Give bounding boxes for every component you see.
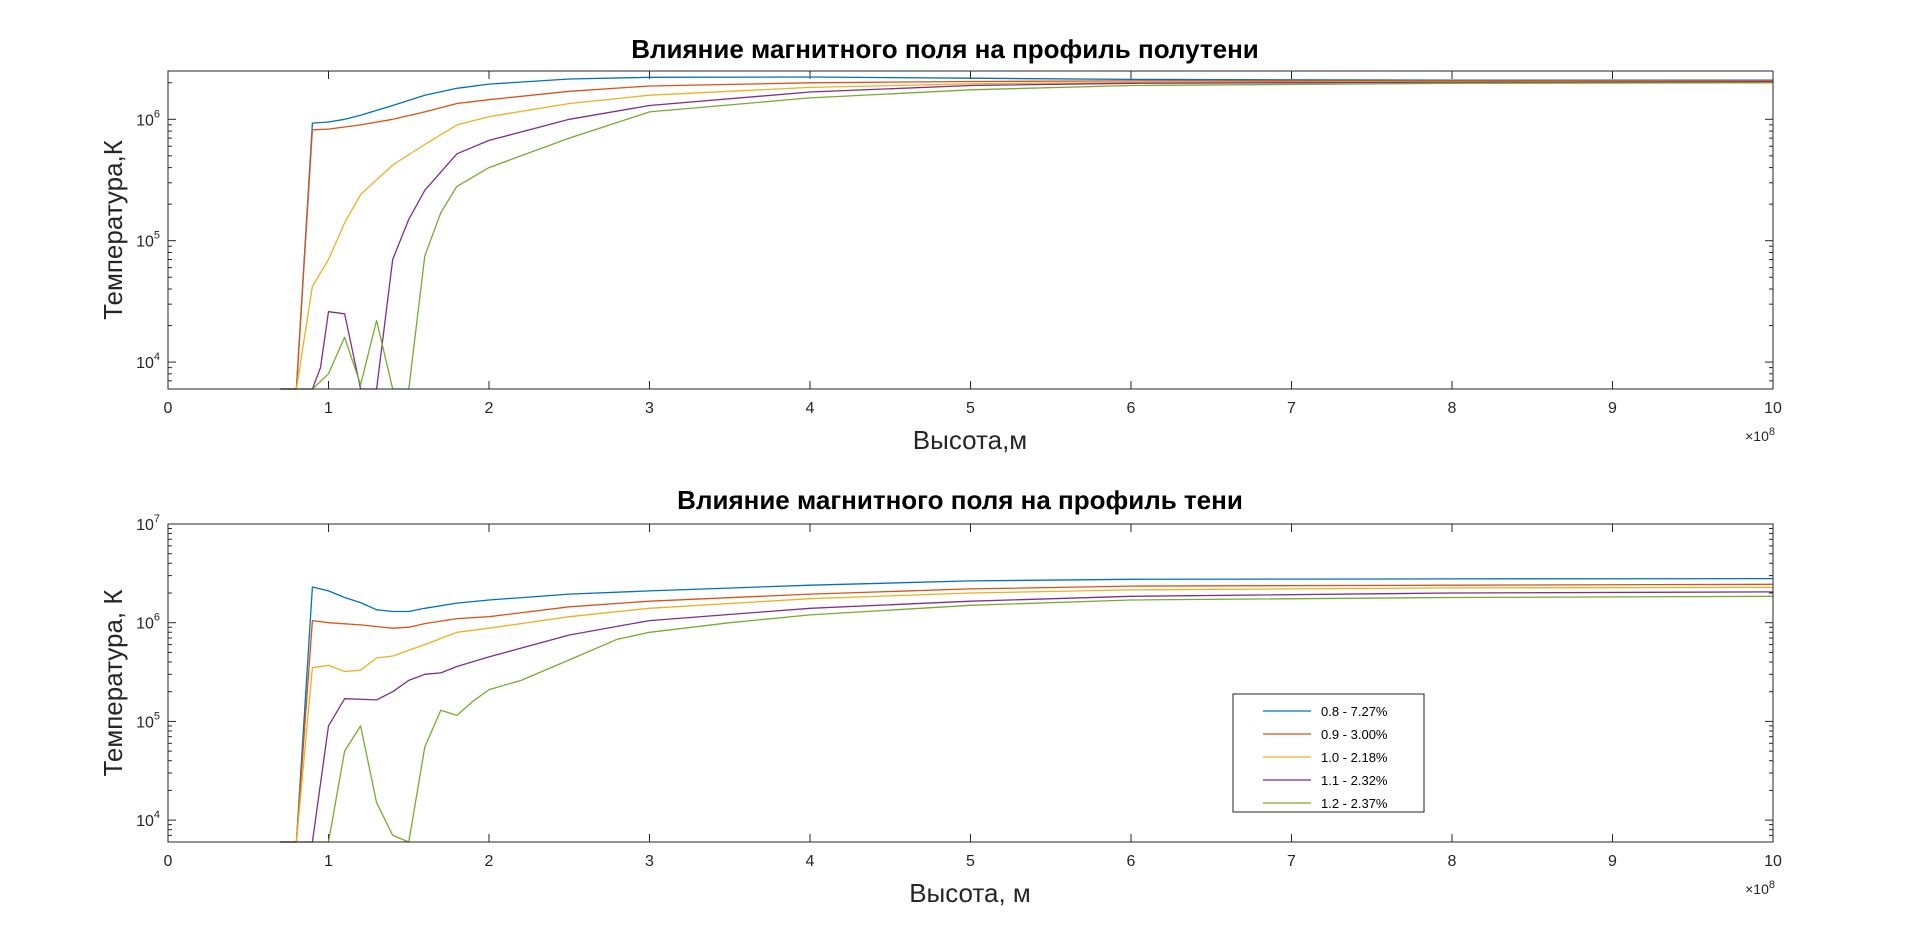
x-tick-label: 2: [485, 400, 494, 417]
x-axis-label: Высота,м: [913, 425, 1027, 455]
x-tick-label: 7: [1287, 400, 1296, 417]
y-tick-label: 104: [136, 351, 160, 372]
x-tick-label: 8: [1448, 400, 1457, 417]
chart-umbra: Влияние магнитного поля на профиль тени …: [98, 485, 1782, 908]
legend-entry: 1.2 - 2.37%: [1321, 796, 1388, 811]
series-line-5: [280, 595, 1774, 843]
y-axis-label: Температура, К: [98, 589, 128, 776]
legend-entry: 1.1 - 2.32%: [1321, 773, 1388, 788]
x-axis-label: Высота, м: [909, 878, 1031, 908]
legend-box: [1232, 693, 1425, 813]
y-tick-label: 105: [136, 230, 160, 251]
x-tick-label: 5: [966, 400, 975, 417]
x-exponent: ×108: [1745, 426, 1775, 444]
series-line-1: [280, 577, 1774, 843]
chart-title: Влияние магнитного поля на профиль полут…: [631, 34, 1259, 64]
y-tick-label: 106: [136, 108, 160, 129]
x-tick-label: 0: [164, 853, 173, 870]
y-tick-label: 105: [136, 710, 160, 731]
x-tick-label: 4: [806, 400, 815, 417]
y-tick-label: 106: [136, 612, 160, 633]
x-tick-label: 7: [1287, 853, 1296, 870]
x-tick-label: 3: [645, 400, 654, 417]
x-tick-label: 6: [1127, 853, 1136, 870]
axes-box: [167, 70, 1774, 390]
chart-penumbra: Влияние магнитного поля на профиль полут…: [98, 34, 1782, 455]
x-tick-label: 6: [1127, 400, 1136, 417]
x-tick-label: 5: [966, 853, 975, 870]
x-tick-label: 0: [164, 400, 173, 417]
x-tick-label: 1: [324, 853, 333, 870]
series-line-2: [280, 80, 1773, 390]
x-exponent: ×108: [1745, 879, 1775, 897]
series-line-5: [280, 82, 1774, 390]
x-tick-label: 3: [645, 853, 654, 870]
x-tick-label: 1: [324, 400, 333, 417]
series-line-4: [280, 591, 1774, 843]
y-tick-label: 104: [136, 809, 160, 830]
series-line-1: [280, 76, 1773, 390]
legend: 0.8 - 7.27% 0.9 - 3.00% 1.0 - 2.18% 1.1 - 2…: [1232, 693, 1425, 813]
x-tick-label: 9: [1608, 400, 1617, 417]
series-line-4: [280, 81, 1774, 390]
chart-title: Влияние магнитного поля на профиль тени: [677, 485, 1243, 515]
x-tick-label: 10: [1764, 400, 1782, 417]
x-tick-label: 8: [1448, 853, 1457, 870]
series-line-2: [280, 583, 1774, 843]
axes-box: [167, 523, 1774, 843]
legend-entry: 0.9 - 3.00%: [1321, 727, 1388, 742]
x-tick-label: 4: [806, 853, 815, 870]
y-tick-label: 107: [136, 513, 160, 534]
legend-entry: 0.8 - 7.27%: [1321, 704, 1388, 719]
legend-entry: 1.0 - 2.18%: [1321, 750, 1388, 765]
x-tick-label: 2: [485, 853, 494, 870]
x-tick-label: 10: [1764, 853, 1782, 870]
series-line-3: [280, 80, 1774, 390]
y-axis-label: Температура,К: [98, 140, 128, 320]
series-line-3: [280, 586, 1774, 843]
x-tick-label: 9: [1608, 853, 1617, 870]
